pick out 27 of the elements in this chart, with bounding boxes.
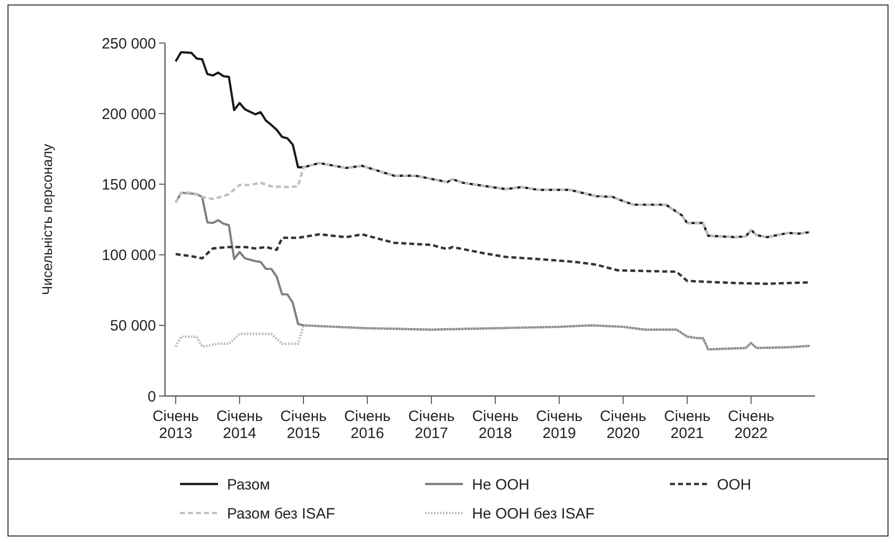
x-tick-label: Січень 2016 [344, 408, 391, 442]
legend-label: Не ООН без ISAF [472, 505, 594, 522]
y-tick-label: 150 000 [102, 176, 156, 194]
x-tick-label: Січень 2014 [216, 408, 263, 442]
line-series [174, 233, 811, 285]
x-tick-label: Січень 2019 [536, 408, 583, 442]
legend-label: Не ООН [472, 476, 530, 494]
x-tick-label: Січень 2017 [408, 408, 455, 442]
legend-label: ООН [717, 476, 752, 494]
y-tick-label: 250 000 [102, 35, 156, 52]
legend-label: Разом без ISAF [227, 505, 336, 522]
line-series [174, 192, 811, 351]
line-series [174, 51, 811, 238]
x-tick-label: Січень 2020 [600, 408, 647, 442]
y-tick-label: 100 000 [102, 247, 156, 264]
y-tick-label: 200 000 [102, 106, 156, 123]
y-tick-label: 0 [148, 388, 156, 406]
x-tick-label: Січень 2013 [152, 408, 200, 442]
legend-label: Разом [227, 476, 270, 494]
x-tick-label: Січень 2022 [728, 408, 774, 442]
x-tick-label: Січень 2021 [664, 408, 711, 442]
y-tick-label: 50 000 [110, 318, 156, 335]
x-tick-label: Січень 2015 [280, 408, 327, 442]
line-series [174, 324, 811, 351]
line-series [174, 162, 811, 238]
y-axis-title: Чисельність персоналу [39, 144, 55, 296]
x-tick-label: Січень 2018 [472, 408, 519, 442]
